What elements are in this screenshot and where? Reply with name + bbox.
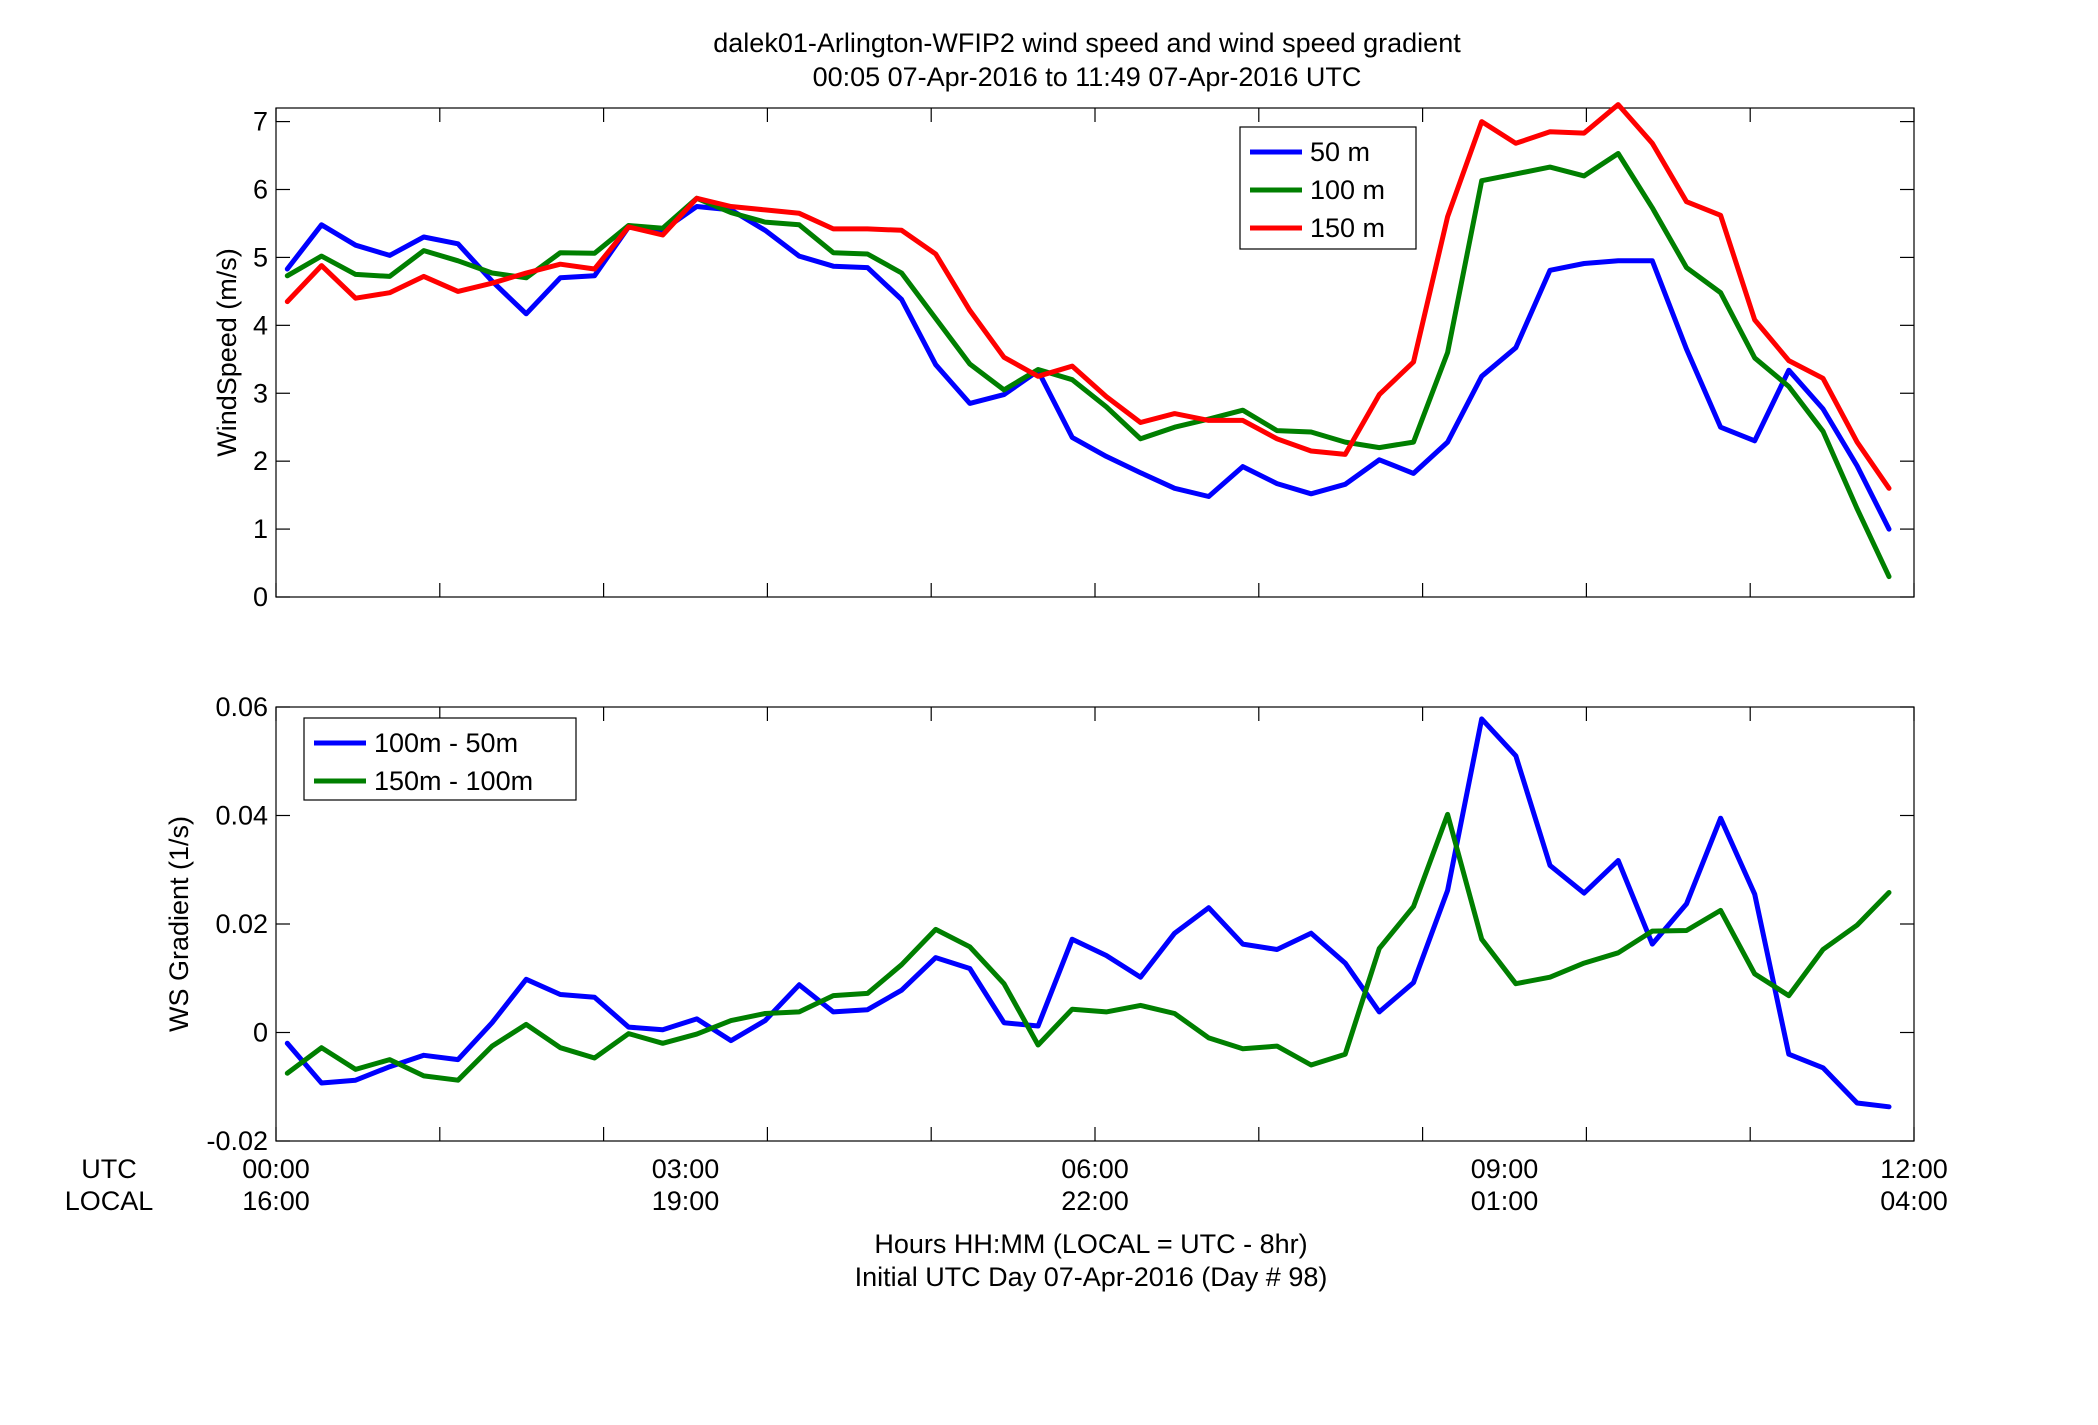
- local-row-label: LOCAL: [65, 1186, 154, 1216]
- legend-entry: 100 m: [1310, 175, 1385, 205]
- x-tick-label-utc: 09:00: [1471, 1154, 1539, 1184]
- x-tick-label-local: 04:00: [1880, 1186, 1948, 1216]
- series-line-150m-100m: [284, 811, 1892, 1083]
- legend-entry: 100m - 50m: [374, 728, 518, 758]
- series-line-100m-50m: [284, 716, 1892, 1110]
- x-tick-label-local: 01:00: [1471, 1186, 1539, 1216]
- y-tick-label: 6: [253, 175, 268, 205]
- y-tick-label: 0: [253, 582, 268, 612]
- chart-title-line1: dalek01-Arlington-WFIP2 wind speed and w…: [713, 28, 1461, 58]
- y-tick-label: -0.02: [206, 1126, 268, 1156]
- chart-title-line2: 00:05 07-Apr-2016 to 11:49 07-Apr-2016 U…: [813, 62, 1362, 92]
- legend-entry: 150m - 100m: [374, 766, 533, 796]
- series-line-50-m: [284, 204, 1892, 532]
- y-tick-label: 7: [253, 107, 268, 137]
- series-line-150-m: [284, 102, 1892, 491]
- windspeed-panel: 0 1 2 3 4 5 6 7 WindSpeed (m/s) 50 m 100 m 150 m: [212, 102, 1915, 612]
- series-line-100-m: [284, 151, 1892, 580]
- y-axis-label: WS Gradient (1/s): [164, 816, 194, 1032]
- plot-frame: [275, 107, 1915, 598]
- y-tick-label: 4: [253, 310, 268, 340]
- x-tick-label-utc: 12:00: [1880, 1154, 1948, 1184]
- x-axis-label-line1: Hours HH:MM (LOCAL = UTC - 8hr): [874, 1229, 1307, 1259]
- gradient-panel: -0.02 0 0.02 0.04 0.06 WS Gradient (1/s) 100m …: [164, 692, 1915, 1156]
- y-axis-label: WindSpeed (m/s): [212, 248, 242, 457]
- y-tick-label: 0.02: [215, 909, 268, 939]
- legend-box: [303, 717, 577, 801]
- x-axis-label-line2: Initial UTC Day 07-Apr-2016 (Day # 98): [855, 1262, 1328, 1292]
- x-tick-label-utc: 00:00: [242, 1154, 310, 1184]
- y-tick-label: 5: [253, 242, 268, 272]
- x-tick-label-local: 22:00: [1061, 1186, 1129, 1216]
- y-tick-label: 2: [253, 446, 268, 476]
- y-tick-label: 1: [253, 514, 268, 544]
- legend-entry: 50 m: [1310, 137, 1370, 167]
- y-tick-label: 3: [253, 378, 268, 408]
- x-tick-label-local: 19:00: [652, 1186, 720, 1216]
- legend: 100m - 50m 150m - 100m: [303, 717, 577, 801]
- legend: 50 m 100 m 150 m: [1239, 126, 1417, 250]
- y-tick-label: 0.04: [215, 801, 268, 831]
- utc-row-label: UTC: [81, 1154, 137, 1184]
- legend-entry: 150 m: [1310, 213, 1385, 243]
- y-tick-label: 0: [253, 1018, 268, 1048]
- x-tick-label-utc: 03:00: [652, 1154, 720, 1184]
- y-tick-label: 0.06: [215, 692, 268, 722]
- x-tick-label-local: 16:00: [242, 1186, 310, 1216]
- x-tick-label-utc: 06:00: [1061, 1154, 1129, 1184]
